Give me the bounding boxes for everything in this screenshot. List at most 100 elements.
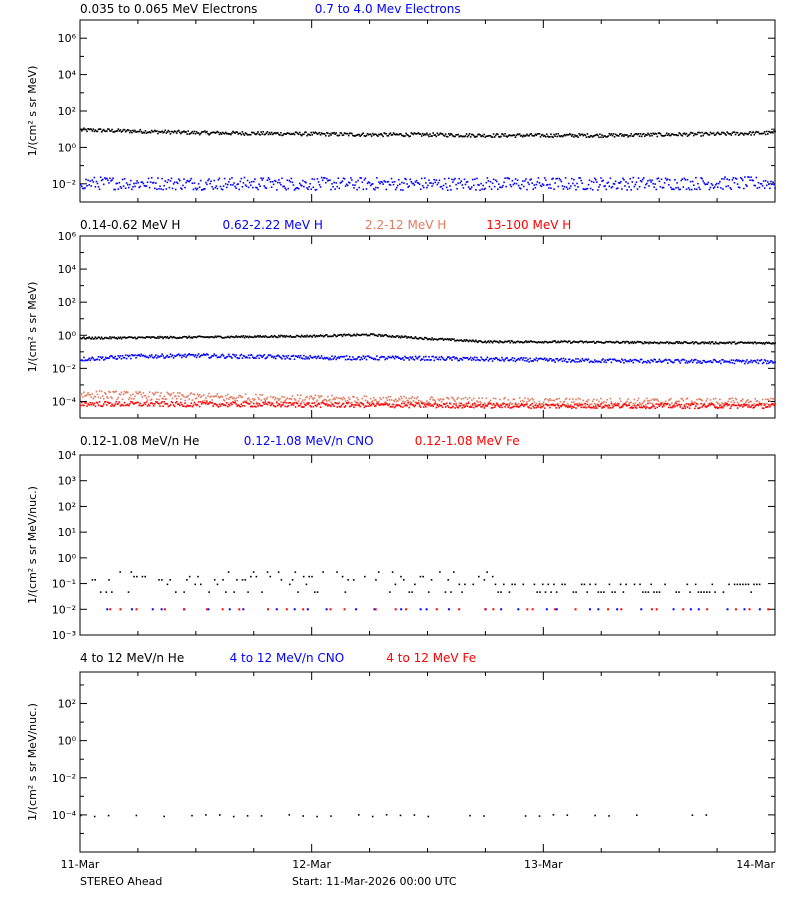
data-point: [403, 359, 405, 361]
data-point: [593, 402, 596, 405]
data-point: [369, 133, 372, 136]
data-point: [277, 181, 279, 184]
data-point: [695, 402, 697, 404]
data-point: [135, 131, 137, 133]
data-point: [95, 390, 98, 393]
data-point: [347, 579, 349, 581]
data-point: [650, 132, 652, 135]
data-point: [544, 340, 547, 343]
data-point: [482, 341, 485, 344]
data-point: [148, 186, 151, 189]
data-point: [210, 402, 212, 404]
data-point: [507, 406, 510, 408]
data-point: [362, 403, 365, 406]
data-point: [224, 183, 227, 185]
data-point: [754, 360, 757, 362]
data-point: [422, 406, 425, 408]
data-point: [466, 398, 469, 400]
data-point: [420, 402, 423, 405]
data-point: [725, 402, 727, 404]
data-point: [342, 333, 345, 336]
data-point: [599, 404, 601, 407]
data-point: [540, 357, 543, 360]
data-point: [656, 406, 659, 409]
data-point: [255, 575, 258, 578]
data-point: [648, 133, 650, 136]
data-point: [502, 403, 504, 406]
data-point: [554, 403, 556, 406]
data-point: [292, 184, 295, 186]
data-point: [87, 179, 89, 182]
data-point: [418, 405, 421, 407]
data-point: [352, 579, 355, 581]
data-point: [722, 131, 724, 134]
data-point: [618, 182, 621, 184]
data-point: [242, 608, 245, 611]
data-point: [421, 338, 424, 340]
data-point: [200, 354, 203, 356]
data-point: [144, 575, 147, 578]
data-point: [411, 182, 414, 185]
data-point: [580, 583, 583, 586]
data-point: [307, 133, 309, 136]
data-point: [151, 392, 154, 394]
data-point: [376, 334, 378, 337]
data-point: [541, 358, 544, 361]
data-point: [698, 186, 700, 189]
data-point: [725, 342, 727, 344]
data-point: [685, 341, 688, 344]
data-point: [673, 342, 675, 344]
data-point: [709, 342, 712, 345]
data-point: [561, 360, 564, 363]
data-point: [88, 404, 90, 406]
data-point: [161, 401, 163, 403]
y-tick-label: 10⁻²: [52, 178, 76, 191]
data-point: [244, 401, 247, 403]
data-point: [754, 397, 757, 400]
data-point: [239, 394, 242, 397]
data-point: [687, 187, 690, 189]
data-point: [150, 177, 153, 179]
data-point: [593, 134, 596, 137]
data-point: [225, 401, 228, 404]
data-point: [420, 177, 423, 180]
data-point: [115, 182, 118, 185]
data-point: [329, 398, 331, 401]
data-point: [598, 400, 600, 403]
data-point: [565, 340, 568, 343]
data-point: [436, 132, 439, 135]
data-point: [708, 591, 711, 593]
data-point: [207, 336, 209, 338]
data-point: [572, 341, 574, 343]
data-point: [740, 400, 743, 402]
data-point: [406, 404, 408, 407]
data-point: [557, 185, 560, 188]
data-point: [711, 403, 714, 406]
data-point: [770, 397, 772, 400]
data-point: [299, 354, 302, 357]
data-point: [666, 341, 669, 344]
data-point: [754, 184, 757, 187]
data-point: [600, 397, 602, 400]
data-point: [769, 131, 771, 133]
data-point: [678, 403, 680, 406]
data-point: [433, 338, 436, 340]
data-point: [352, 395, 354, 398]
data-point: [415, 337, 418, 339]
data-point: [386, 357, 389, 360]
data-point: [434, 134, 437, 136]
data-point: [563, 359, 566, 362]
data-point: [485, 341, 488, 344]
data-point: [410, 336, 413, 338]
plot-frame: [79, 19, 776, 203]
data-point: [185, 356, 187, 358]
data-point: [709, 186, 712, 189]
data-point: [769, 342, 771, 345]
data-point: [588, 404, 591, 406]
data-point: [756, 359, 759, 361]
data-point: [311, 397, 314, 399]
data-point: [142, 392, 145, 394]
data-point: [279, 181, 281, 184]
data-point: [562, 340, 565, 343]
data-point: [434, 181, 437, 184]
